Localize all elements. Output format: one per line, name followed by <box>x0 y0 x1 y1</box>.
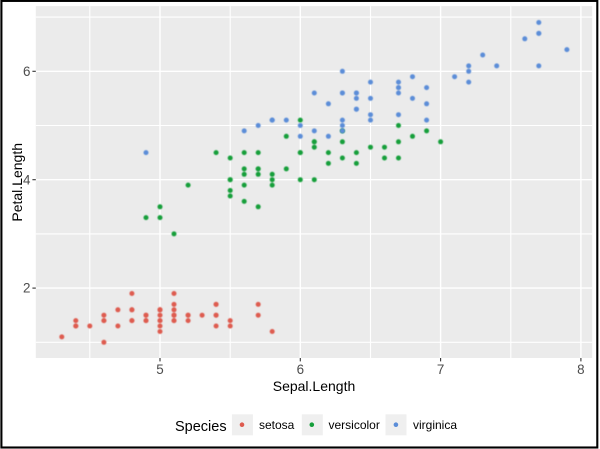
svg-text:Species: Species <box>175 419 227 435</box>
svg-text:versicolor: versicolor <box>329 418 380 432</box>
svg-text:Sepal.Length: Sepal.Length <box>273 378 356 394</box>
svg-text:6: 6 <box>23 64 30 79</box>
svg-text:2: 2 <box>23 281 30 296</box>
svg-text:virginica: virginica <box>413 418 457 432</box>
svg-text:6: 6 <box>297 362 304 377</box>
svg-text:8: 8 <box>577 362 584 377</box>
svg-text:setosa: setosa <box>259 418 295 432</box>
svg-text:4: 4 <box>23 172 31 187</box>
svg-text:7: 7 <box>437 362 444 377</box>
svg-text:5: 5 <box>156 362 163 377</box>
svg-text:Petal.Length: Petal.Length <box>9 143 25 222</box>
